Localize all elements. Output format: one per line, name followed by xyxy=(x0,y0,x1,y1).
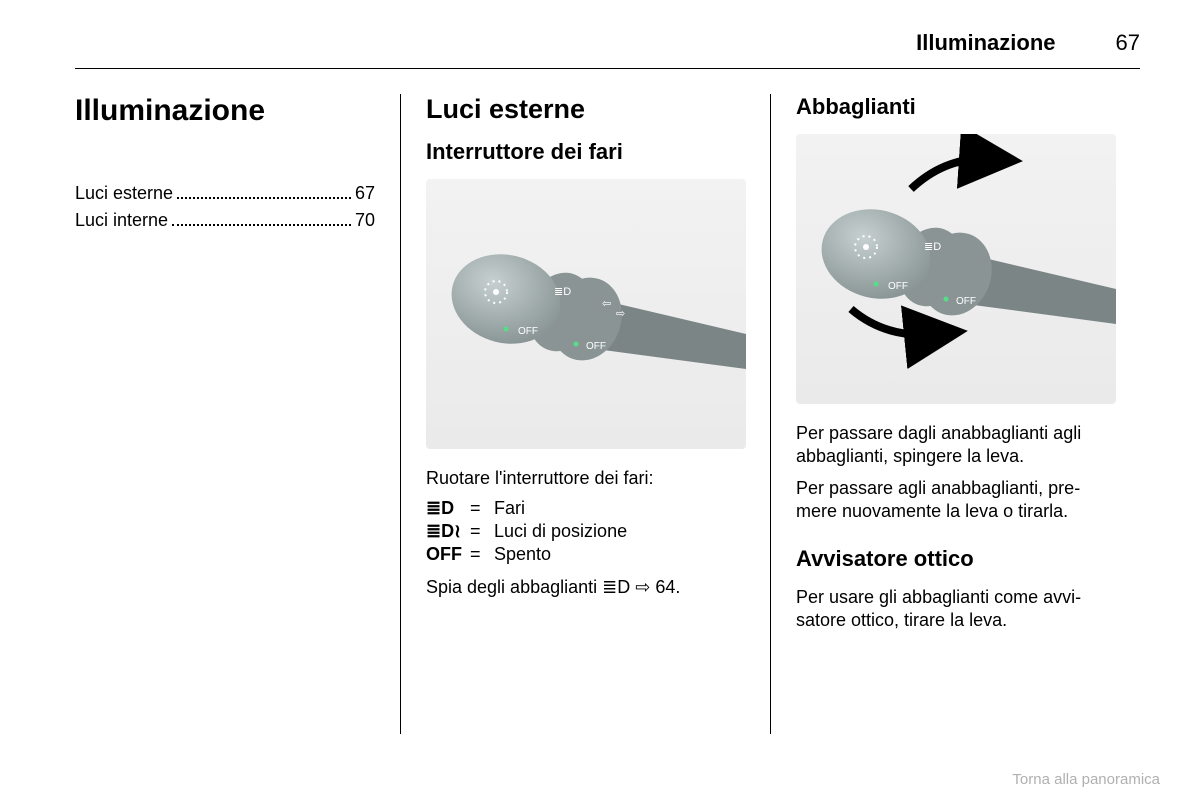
figure-light-switch: OFF OFF ≣D ⇦ ⇨ xyxy=(426,179,746,449)
column-exterior-lights: Luci esterne Interruttore dei fari OFF xyxy=(400,94,770,734)
lead-text: Ruotare l'interruttore dei fari: xyxy=(426,467,745,490)
svg-text:OFF: OFF xyxy=(518,326,538,337)
definition-text: Fari xyxy=(494,498,525,519)
subsection-title: Interruttore dei fari xyxy=(426,139,745,165)
definition-text: Spento xyxy=(494,544,551,565)
page-header: Illuminazione 67 xyxy=(75,30,1140,69)
indicator-note: Spia degli abbaglianti ≣D ⇨ 64. xyxy=(426,577,745,598)
svg-text:⇦: ⇦ xyxy=(602,298,611,310)
toc-page: 70 xyxy=(355,210,375,231)
toc-label: Luci interne xyxy=(75,210,168,231)
equals: = xyxy=(470,544,494,565)
definition-row: ≣D = Fari xyxy=(426,498,745,519)
svg-text:OFF: OFF xyxy=(888,281,908,292)
subsection-title: Avvisatore ottico xyxy=(796,546,1115,572)
chapter-title: Illuminazione xyxy=(75,94,375,128)
note-text-pre: Spia degli abbaglianti xyxy=(426,577,602,597)
svg-text:⇨: ⇨ xyxy=(616,308,625,320)
paragraph: Per passare agli anabbaglianti, pre­mere… xyxy=(796,477,1115,524)
off-label: OFF xyxy=(426,544,470,565)
column-toc: Illuminazione Luci esterne 67 Luci inter… xyxy=(75,94,400,734)
header-chapter: Illuminazione xyxy=(916,30,1055,56)
definition-text: Luci di posizione xyxy=(494,521,627,542)
paragraph: Per passare dagli anabbaglianti agli abb… xyxy=(796,422,1115,469)
header-page-number: 67 xyxy=(1116,30,1140,56)
content-columns: Illuminazione Luci esterne 67 Luci inter… xyxy=(75,94,1140,734)
column-high-beam: Abbaglianti OFF xyxy=(770,94,1140,734)
svg-text:OFF: OFF xyxy=(586,341,606,352)
toc-dots xyxy=(177,183,351,199)
paragraph: Per usare gli abbaglianti come avvi­sato… xyxy=(796,586,1115,633)
section-title: Luci esterne xyxy=(426,94,745,125)
headlight-icon: ≣D xyxy=(426,498,470,519)
equals: = xyxy=(470,521,494,542)
note-text-post: ⇨ 64. xyxy=(630,577,680,597)
definition-row: ≣D≀ = Luci di posizione xyxy=(426,521,745,542)
back-link[interactable]: Torna alla panoramica xyxy=(1012,771,1160,788)
toc-page: 67 xyxy=(355,183,375,204)
high-beam-icon: ≣D xyxy=(602,577,630,597)
definition-row: OFF = Spento xyxy=(426,544,745,565)
position-light-icon: ≣D≀ xyxy=(426,521,470,542)
toc-row[interactable]: Luci interne 70 xyxy=(75,210,375,231)
svg-text:≣D: ≣D xyxy=(554,286,571,298)
toc-dots xyxy=(172,210,351,226)
toc-row[interactable]: Luci esterne 67 xyxy=(75,183,375,204)
figure-high-beam-lever: OFF OFF ≣D xyxy=(796,134,1116,404)
svg-text:≣D: ≣D xyxy=(924,241,941,253)
toc-label: Luci esterne xyxy=(75,183,173,204)
svg-text:OFF: OFF xyxy=(956,296,976,307)
subsection-title: Abbaglianti xyxy=(796,94,1115,120)
equals: = xyxy=(470,498,494,519)
